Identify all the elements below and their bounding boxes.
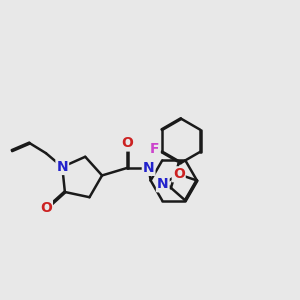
Text: N: N bbox=[143, 161, 154, 175]
Text: N: N bbox=[56, 160, 68, 174]
Text: O: O bbox=[121, 136, 133, 151]
Text: O: O bbox=[40, 201, 52, 214]
Text: N: N bbox=[157, 177, 169, 191]
Text: F: F bbox=[150, 142, 160, 156]
Text: O: O bbox=[173, 167, 184, 181]
